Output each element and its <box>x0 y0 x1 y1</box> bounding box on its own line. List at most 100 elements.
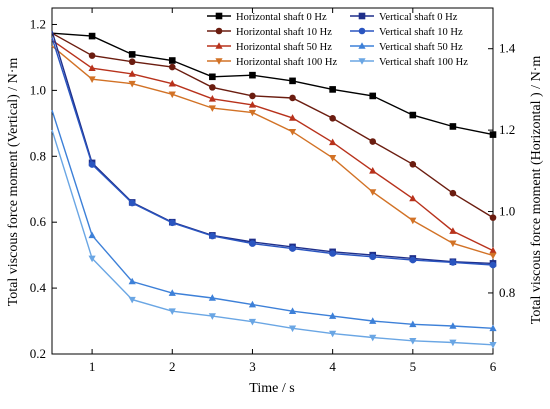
left-y-tick-label: 0.2 <box>30 346 46 361</box>
legend-swatch-marker <box>358 27 366 35</box>
right-y-tick-label: 0.8 <box>499 285 515 300</box>
x-tick-label: 1 <box>89 359 96 374</box>
legend-label: Horizontal shaft 100 Hz <box>236 57 338 68</box>
data-point <box>369 92 377 100</box>
x-tick-label: 3 <box>249 359 256 374</box>
data-point <box>449 339 457 347</box>
data-point <box>208 294 216 301</box>
data-point <box>409 161 417 168</box>
x-tick-label: 4 <box>329 359 336 374</box>
data-point <box>208 94 216 102</box>
series <box>51 32 497 221</box>
data-point <box>409 256 417 264</box>
legend-swatch-marker <box>358 58 366 65</box>
data-point <box>128 70 136 77</box>
left-y-axis-title: Total viscous force moment (Vertical) / … <box>6 58 21 307</box>
data-point <box>329 330 337 338</box>
series <box>51 109 497 332</box>
legend-item: Horizontal shaft 0 Hz <box>207 12 327 23</box>
data-point <box>168 57 176 64</box>
data-point <box>449 123 457 130</box>
data-point <box>208 105 216 112</box>
data-point <box>289 245 296 252</box>
series <box>51 37 497 269</box>
data-point <box>248 318 257 326</box>
data-point <box>128 58 136 66</box>
legend-label: Vertical shaft 10 Hz <box>379 27 463 38</box>
data-point <box>489 131 497 138</box>
data-point <box>409 194 417 202</box>
data-point <box>168 91 176 99</box>
data-point <box>329 138 337 146</box>
legend-swatch-marker <box>215 58 223 65</box>
series <box>51 129 497 349</box>
series-line <box>51 32 494 136</box>
data-point <box>329 154 337 162</box>
data-point <box>449 227 457 234</box>
right-y-tick-label: 1.0 <box>499 204 515 219</box>
legend-swatch-marker <box>358 42 366 49</box>
data-point <box>168 219 176 227</box>
legend-label: Vertical shaft 100 Hz <box>379 57 468 68</box>
data-point <box>288 128 297 136</box>
data-point <box>168 63 176 71</box>
legend: Horizontal shaft 0 Hz Horizontal shaft 10… <box>207 12 468 68</box>
data-point <box>489 324 497 332</box>
legend-swatch-marker <box>215 27 223 35</box>
data-point <box>489 261 497 269</box>
data-point <box>88 161 96 168</box>
legend-swatch-marker <box>215 42 223 49</box>
legend-item: Horizontal shaft 100 Hz <box>207 57 338 68</box>
legend-item: Horizontal shaft 10 Hz <box>207 27 332 38</box>
data-point <box>88 52 96 59</box>
series-line <box>51 32 494 219</box>
axis-ticks: 1 2 3 4 5 6 0.2 0.4 0.6 0.8 1.0 1.2 0.8 1.0 1.2 1.4 <box>30 8 516 374</box>
x-axis-title: Time / s <box>249 381 294 396</box>
data-point <box>209 84 216 91</box>
data-point <box>329 250 336 257</box>
series-line <box>51 45 494 257</box>
data-point <box>248 109 257 117</box>
series <box>51 39 497 254</box>
data-point <box>168 289 176 296</box>
data-point <box>168 308 176 315</box>
data-point <box>369 334 377 342</box>
data-point <box>449 189 457 197</box>
data-point <box>369 253 377 261</box>
series-group <box>51 30 497 349</box>
data-point <box>128 80 136 88</box>
x-tick-label: 2 <box>169 359 176 374</box>
data-point <box>329 86 336 93</box>
series-line <box>51 37 494 266</box>
legend-label: Vertical shaft 0 Hz <box>379 12 458 23</box>
legend-item: Vertical shaft 50 Hz <box>350 42 463 53</box>
data-point <box>209 73 216 81</box>
right-y-axis-title: Total viscous force moment (Horizontal )… <box>529 56 544 325</box>
data-point <box>449 240 457 248</box>
data-point <box>449 259 457 266</box>
data-point <box>168 79 176 87</box>
series-line <box>51 39 494 252</box>
data-point <box>489 246 497 254</box>
data-point <box>128 51 136 58</box>
data-point <box>449 322 457 329</box>
legend-label: Horizontal shaft 50 Hz <box>236 42 332 53</box>
left-y-tick-label: 1.0 <box>30 82 46 97</box>
data-point <box>329 312 337 319</box>
data-point <box>248 300 257 308</box>
data-point <box>409 320 417 328</box>
legend-item: Vertical shaft 0 Hz <box>350 12 458 23</box>
legend-label: Horizontal shaft 0 Hz <box>236 12 327 23</box>
data-point <box>248 101 257 108</box>
left-y-tick-label: 0.6 <box>30 214 47 229</box>
right-y-tick-label: 1.2 <box>499 122 515 137</box>
x-tick-label: 5 <box>410 359 417 374</box>
data-point <box>88 32 96 40</box>
data-point <box>128 199 136 207</box>
data-point <box>88 231 96 239</box>
data-point <box>288 307 297 314</box>
data-point <box>128 277 136 285</box>
data-point <box>88 255 96 263</box>
